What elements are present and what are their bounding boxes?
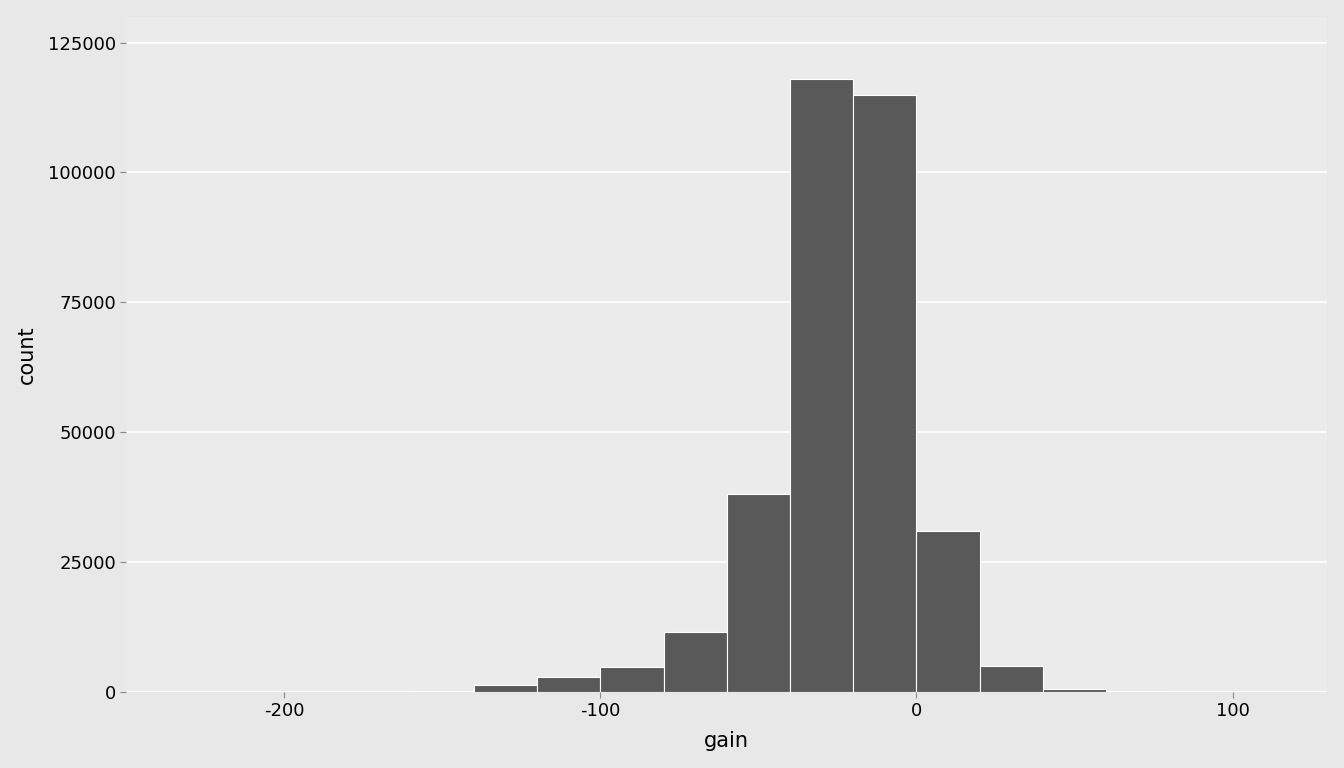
Bar bbox=[1043, 689, 1106, 692]
Bar bbox=[411, 691, 474, 692]
Bar bbox=[601, 667, 664, 692]
Bar bbox=[538, 677, 601, 692]
Bar bbox=[664, 632, 727, 692]
Y-axis label: count: count bbox=[16, 325, 36, 383]
Bar bbox=[474, 684, 538, 692]
Bar bbox=[917, 531, 980, 692]
Bar bbox=[790, 79, 853, 692]
Bar bbox=[727, 495, 790, 692]
Bar bbox=[853, 94, 917, 692]
Bar bbox=[980, 666, 1043, 692]
X-axis label: gain: gain bbox=[704, 731, 750, 751]
